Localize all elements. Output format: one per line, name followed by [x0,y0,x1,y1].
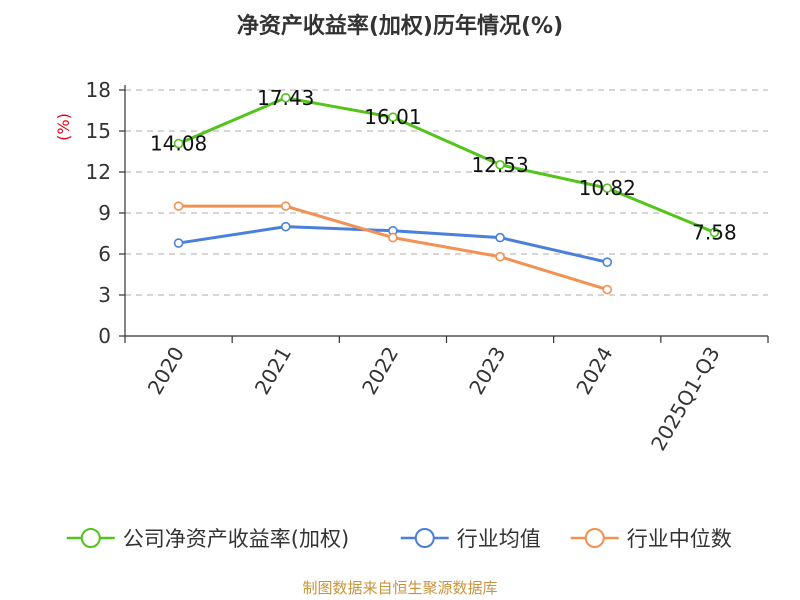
data-point [602,284,613,295]
data-point [388,112,398,122]
data-point [602,183,613,193]
data-point [280,92,291,103]
x-tick-label: 2022 [357,343,403,399]
y-axis-label: (%) [54,113,73,141]
x-tick-label: 2025Q1-Q3 [646,343,725,455]
data-labels: 14.08 17.43 16.01 12.53 10.82 7.58 [150,86,737,245]
x-tick-label: 2023 [464,343,510,399]
legend-swatch-marker [80,528,101,548]
legend-item-3: 行业中位数 [570,527,732,551]
data-label: 16.01 [364,105,421,129]
y-tick-label: 12 [86,160,111,184]
series-line-1 [177,96,715,234]
legend-swatch-marker [584,528,605,548]
data-point [280,201,291,211]
series-layer [173,92,720,295]
legend-item-2: 行业均值 [400,527,541,551]
x-tick-label: 2020 [143,343,189,399]
chart-title: 净资产收益率(加权)历年情况(%) [237,13,563,39]
legend-label: 行业均值 [457,527,541,551]
x-tick-label: 2021 [250,343,296,399]
data-point [709,227,720,238]
legend-label: 公司净资产收益率(加权) [123,527,349,551]
y-tick-label: 6 [98,242,111,266]
data-label: 10.82 [579,176,636,200]
y-tick-label: 3 [98,283,111,307]
data-point [602,257,613,268]
legend: 公司净资产收益率(加权) 行业均值 行业中位数 [66,527,732,551]
legend-swatch-marker [414,528,435,548]
data-label: 17.43 [257,86,314,110]
data-label: 12.53 [471,153,528,177]
data-point [495,159,505,170]
y-tick-label: 9 [98,201,111,225]
data-point [388,232,398,243]
source-note: 制图数据来自恒生聚源数据库 [302,579,497,597]
data-point [173,138,184,149]
data-point [495,232,505,243]
y-tick-label: 0 [98,324,111,348]
y-tick-label: 18 [86,78,111,102]
data-label: 14.08 [150,132,207,156]
data-point [173,238,184,248]
x-tick-label: 2024 [571,343,617,399]
data-label: 7.58 [692,220,737,244]
data-point [280,221,291,232]
legend-item-1: 公司净资产收益率(加权) [66,527,349,551]
legend-label: 行业中位数 [627,527,732,551]
data-point [173,201,184,211]
data-point [495,251,505,262]
y-tick-label: 15 [86,119,111,143]
grid-lines [125,89,768,296]
